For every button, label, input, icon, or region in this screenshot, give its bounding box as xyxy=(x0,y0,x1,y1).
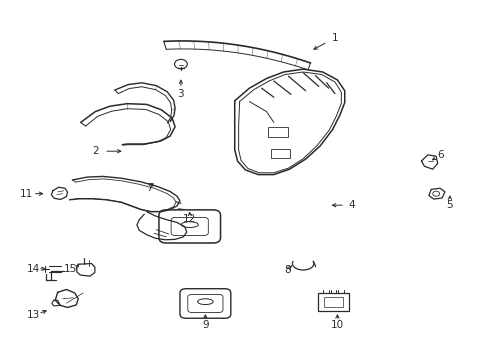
Bar xyxy=(323,297,343,307)
Text: 13: 13 xyxy=(26,310,40,320)
Bar xyxy=(271,149,289,158)
Text: 10: 10 xyxy=(330,320,343,330)
Text: 12: 12 xyxy=(183,214,196,224)
Text: 8: 8 xyxy=(284,265,290,275)
Text: 9: 9 xyxy=(202,320,208,330)
Text: 14: 14 xyxy=(26,264,40,274)
Text: 4: 4 xyxy=(348,200,355,210)
Text: 1: 1 xyxy=(331,33,338,43)
Text: 7: 7 xyxy=(145,183,152,193)
Bar xyxy=(317,293,348,311)
Text: 6: 6 xyxy=(436,150,443,160)
Text: 5: 5 xyxy=(446,200,452,210)
Text: 15: 15 xyxy=(64,264,78,274)
Text: 11: 11 xyxy=(20,189,34,199)
Text: 3: 3 xyxy=(177,89,184,99)
Bar xyxy=(267,127,287,137)
Text: 2: 2 xyxy=(92,146,99,156)
